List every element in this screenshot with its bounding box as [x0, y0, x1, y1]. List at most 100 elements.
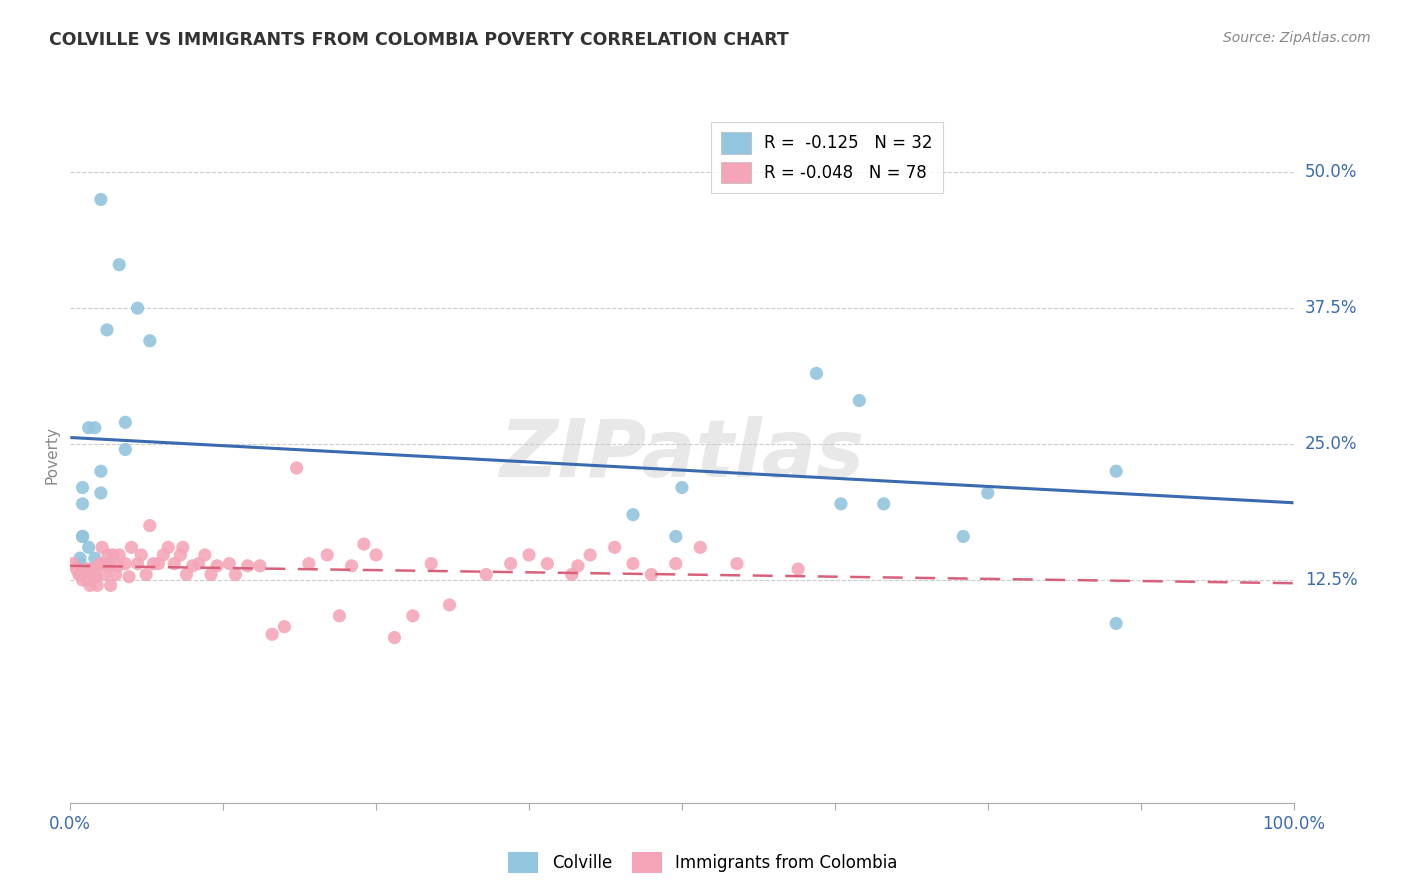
- Point: [139, 334, 162, 348]
- Point: [181, 558, 204, 573]
- Point: [172, 541, 194, 555]
- Point: [135, 567, 157, 582]
- Point: [402, 608, 425, 623]
- Text: Source: ZipAtlas.com: Source: ZipAtlas.com: [1223, 31, 1371, 45]
- Point: [671, 481, 693, 495]
- Point: [1105, 464, 1128, 478]
- Point: [475, 567, 498, 582]
- Point: [107, 558, 129, 573]
- Point: [665, 557, 688, 571]
- Point: [108, 548, 131, 562]
- Text: 25.0%: 25.0%: [1305, 435, 1357, 453]
- Point: [101, 548, 124, 562]
- Point: [65, 562, 87, 576]
- Point: [285, 461, 308, 475]
- Point: [848, 393, 870, 408]
- Point: [952, 529, 974, 543]
- Point: [77, 567, 100, 582]
- Point: [89, 557, 111, 571]
- Point: [148, 557, 170, 571]
- Point: [86, 578, 108, 592]
- Text: 50.0%: 50.0%: [1305, 163, 1357, 181]
- Point: [157, 541, 180, 555]
- Point: [91, 541, 114, 555]
- Point: [73, 567, 96, 582]
- Point: [108, 258, 131, 272]
- Point: [77, 421, 100, 435]
- Point: [567, 558, 589, 573]
- Point: [139, 518, 162, 533]
- Point: [218, 557, 240, 571]
- Point: [98, 558, 121, 573]
- Point: [97, 548, 120, 562]
- Point: [152, 548, 174, 562]
- Point: [873, 497, 896, 511]
- Point: [621, 557, 644, 571]
- Point: [82, 567, 104, 582]
- Point: [976, 486, 998, 500]
- Point: [439, 598, 461, 612]
- Point: [129, 548, 152, 562]
- Point: [536, 557, 558, 571]
- Point: [77, 562, 100, 576]
- Point: [517, 548, 540, 562]
- Point: [72, 481, 94, 495]
- Point: [725, 557, 748, 571]
- Point: [499, 557, 522, 571]
- Point: [205, 558, 228, 573]
- Point: [84, 570, 107, 584]
- Point: [127, 301, 149, 315]
- Point: [176, 567, 198, 582]
- Point: [118, 570, 141, 584]
- Point: [67, 567, 90, 582]
- Point: [72, 529, 94, 543]
- Point: [787, 562, 810, 576]
- Point: [200, 567, 222, 582]
- Point: [830, 497, 852, 511]
- Point: [262, 627, 284, 641]
- Point: [72, 567, 94, 582]
- Point: [689, 541, 711, 555]
- Text: COLVILLE VS IMMIGRANTS FROM COLOMBIA POVERTY CORRELATION CHART: COLVILLE VS IMMIGRANTS FROM COLOMBIA POV…: [49, 31, 789, 49]
- Point: [621, 508, 644, 522]
- Point: [77, 541, 100, 555]
- Legend: R =  -0.125   N = 32, R = -0.048   N = 78: R = -0.125 N = 32, R = -0.048 N = 78: [711, 122, 942, 194]
- Point: [75, 562, 97, 576]
- Point: [366, 548, 388, 562]
- Legend: Colville, Immigrants from Colombia: Colville, Immigrants from Colombia: [502, 846, 904, 880]
- Point: [328, 608, 350, 623]
- Point: [69, 551, 91, 566]
- Point: [62, 557, 84, 571]
- Point: [194, 548, 217, 562]
- Point: [127, 557, 149, 571]
- Point: [72, 497, 94, 511]
- Point: [90, 486, 112, 500]
- Y-axis label: Poverty: Poverty: [44, 425, 59, 484]
- Point: [298, 557, 321, 571]
- Text: 12.5%: 12.5%: [1305, 571, 1357, 589]
- Text: 37.5%: 37.5%: [1305, 299, 1357, 318]
- Point: [579, 548, 602, 562]
- Point: [316, 548, 339, 562]
- Point: [100, 578, 122, 592]
- Point: [90, 193, 112, 207]
- Point: [79, 578, 101, 592]
- Point: [224, 567, 246, 582]
- Point: [114, 442, 136, 457]
- Point: [83, 562, 105, 576]
- Point: [1105, 616, 1128, 631]
- Point: [353, 537, 375, 551]
- Point: [93, 567, 115, 582]
- Point: [72, 573, 94, 587]
- Point: [806, 367, 828, 381]
- Point: [249, 558, 271, 573]
- Point: [69, 557, 91, 571]
- Point: [114, 557, 136, 571]
- Point: [72, 529, 94, 543]
- Point: [91, 557, 114, 571]
- Point: [121, 541, 143, 555]
- Point: [236, 558, 259, 573]
- Point: [82, 562, 104, 576]
- Point: [384, 631, 406, 645]
- Point: [169, 548, 191, 562]
